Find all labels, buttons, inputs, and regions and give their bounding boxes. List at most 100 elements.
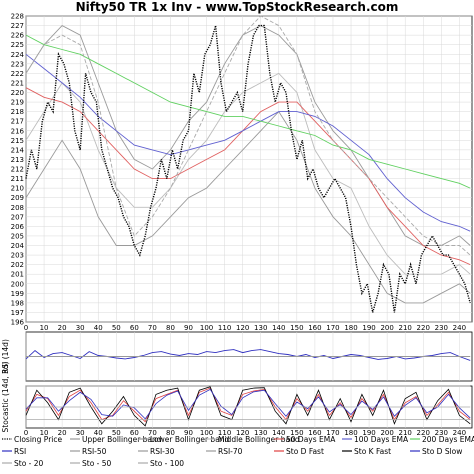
- price-y-tick-label: 213: [11, 156, 24, 164]
- price-x-tick-label: 160: [308, 324, 321, 332]
- price-y-tick-label: 215: [11, 137, 24, 145]
- price-x-tick-label: 90: [184, 324, 193, 332]
- price-series-line: [25, 72, 471, 275]
- price-y-tick-label: 224: [11, 51, 25, 59]
- price-y-tick-label: 206: [11, 223, 25, 231]
- price-x-tick-label: 120: [236, 324, 249, 332]
- sto-x-tick-label: 90: [184, 429, 193, 437]
- price-y-tick-label: 208: [11, 204, 24, 212]
- legend-label: Sto - 20: [14, 459, 44, 468]
- sto-series-line: [25, 387, 471, 423]
- price-x-tick-label: 220: [417, 324, 430, 332]
- price-y-tick-label: 199: [11, 290, 24, 298]
- price-panel: 1961971981992002012022032042052062072082…: [11, 13, 473, 332]
- sto-x-tick-label: 40: [94, 429, 103, 437]
- price-series-line: [25, 110, 471, 304]
- sto-x-tick-label: 180: [344, 429, 357, 437]
- price-y-tick-label: 201: [11, 271, 24, 279]
- price-x-tick-label: 0: [24, 324, 28, 332]
- price-y-tick-label: 200: [11, 280, 24, 288]
- sto-x-tick-label: 140: [272, 429, 285, 437]
- price-x-tick-label: 10: [40, 324, 49, 332]
- price-x-tick-label: 140: [272, 324, 285, 332]
- price-x-tick-label: 130: [254, 324, 267, 332]
- sto-x-tick-label: 0: [24, 429, 28, 437]
- price-y-tick-label: 198: [11, 299, 24, 307]
- price-series-line: [25, 87, 471, 266]
- sto-x-tick-label: 60: [130, 429, 139, 437]
- price-y-tick-label: 197: [11, 309, 24, 317]
- legend-label: Closing Price: [14, 435, 62, 444]
- rsi-axis-title: RSI (14d): [1, 339, 10, 374]
- price-y-tick-label: 220: [11, 89, 24, 97]
- price-x-tick-label: 30: [76, 324, 85, 332]
- price-series-line: [25, 34, 471, 189]
- price-x-tick-label: 40: [94, 324, 103, 332]
- legend-label: 100 Days EMA: [354, 435, 409, 444]
- sto-x-tick-label: 80: [166, 429, 175, 437]
- price-y-tick-label: 211: [11, 175, 24, 183]
- price-y-tick-label: 203: [11, 252, 24, 260]
- price-series-line: [25, 53, 471, 232]
- price-y-tick-label: 227: [11, 22, 24, 30]
- price-y-tick-label: 217: [11, 118, 24, 126]
- price-y-tick-label: 216: [11, 127, 25, 135]
- sto-x-tick-label: 120: [236, 429, 249, 437]
- stochastic-panel: 0 10 20 30 40 50 60 70 80 90 100 110 120 130 140 150 160…: [1, 361, 473, 437]
- price-x-tick-label: 50: [112, 324, 121, 332]
- price-series-line: [25, 25, 471, 246]
- price-x-tick-label: 240: [453, 324, 466, 332]
- sto-x-tick-label: 150: [290, 429, 303, 437]
- price-series-line: [25, 15, 471, 256]
- legend-label: Sto - 50: [82, 459, 112, 468]
- sto-series-line: [25, 388, 471, 420]
- price-y-tick-label: 205: [11, 232, 24, 240]
- price-y-tick-label: 202: [11, 261, 24, 269]
- legend-label: Sto K Fast: [354, 447, 391, 456]
- price-y-tick-label: 228: [11, 13, 24, 21]
- sto-x-tick-label: 200: [380, 429, 393, 437]
- price-x-tick-label: 230: [435, 324, 448, 332]
- price-y-tick-label: 223: [11, 60, 24, 68]
- legend-label: Sto - 100: [150, 459, 184, 468]
- price-y-tick-label: 209: [11, 194, 24, 202]
- sto-x-tick-label: 230: [435, 429, 448, 437]
- sto-axis-title: Stocastic (14d, 3d): [1, 361, 10, 432]
- sto-x-tick-label: 130: [254, 429, 267, 437]
- price-y-tick-label: 207: [11, 213, 24, 221]
- price-y-tick-label: 212: [11, 166, 24, 174]
- legend-label: RSI: [14, 447, 26, 456]
- price-x-tick-label: 80: [166, 324, 175, 332]
- legend-label: 200 Days EMA: [422, 435, 474, 444]
- price-y-tick-label: 218: [11, 108, 24, 116]
- sto-x-tick-label: 110: [218, 429, 231, 437]
- price-close-series-line: [25, 24, 471, 313]
- legend-label: Upper Bollinger band: [82, 435, 162, 444]
- price-x-tick-label: 190: [362, 324, 375, 332]
- legend-label: Sto D Slow: [422, 447, 462, 456]
- sto-x-tick-label: 240: [453, 429, 466, 437]
- sto-x-tick-label: 100: [200, 429, 213, 437]
- sto-x-tick-label: 190: [362, 429, 375, 437]
- price-y-tick-label: 225: [11, 41, 24, 49]
- legend-label: 50 Days EMA: [286, 435, 336, 444]
- price-x-tick-label: 100: [200, 324, 213, 332]
- price-x-tick-label: 110: [218, 324, 231, 332]
- sto-x-tick-label: 50: [112, 429, 121, 437]
- sto-x-tick-label: 10: [40, 429, 49, 437]
- rsi-panel: RSI (14d): [1, 331, 473, 382]
- price-y-tick-label: 226: [11, 32, 25, 40]
- price-x-tick-label: 70: [148, 324, 157, 332]
- legend-label: RSI-30: [150, 447, 175, 456]
- price-y-tick-label: 196: [11, 319, 25, 327]
- price-y-tick-label: 204: [11, 242, 25, 250]
- sto-x-tick-label: 30: [76, 429, 85, 437]
- price-x-tick-label: 200: [380, 324, 393, 332]
- price-y-tick-label: 222: [11, 70, 24, 78]
- sto-x-tick-label: 70: [148, 429, 157, 437]
- sto-x-tick-label: 210: [399, 429, 412, 437]
- price-y-tick-label: 219: [11, 99, 24, 107]
- price-x-tick-label: 60: [130, 324, 139, 332]
- price-y-tick-label: 221: [11, 79, 24, 87]
